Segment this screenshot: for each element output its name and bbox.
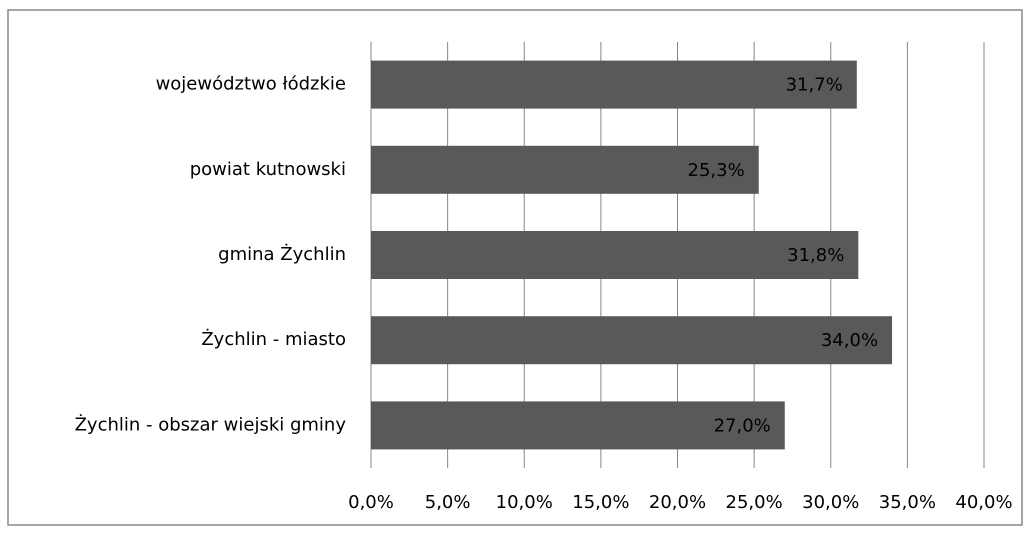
x-tick-label: 15,0% [572,492,629,513]
x-tick-label: 5,0% [425,492,471,513]
x-tick-label: 10,0% [496,492,553,513]
bar [371,231,859,279]
value-label: 25,3% [688,160,745,181]
x-tick-label: 25,0% [726,492,783,513]
x-tick-label: 30,0% [802,492,859,513]
x-tick-label: 0,0% [348,492,394,513]
x-tick-label: 35,0% [879,492,936,513]
x-tick-label: 20,0% [649,492,706,513]
value-label: 31,7% [786,75,843,96]
y-tick-label: województwo łódzkie [156,74,346,95]
y-tick-label: Żychlin - obszar wiejski gminy [75,414,347,435]
y-tick-label: Żychlin - miasto [201,329,346,350]
value-label: 31,8% [787,245,844,266]
bar [371,145,759,194]
bar [371,401,785,450]
x-tick-label: 40,0% [955,492,1012,513]
bar [371,60,857,109]
value-label: 34,0% [821,330,878,351]
bar [371,316,893,365]
y-tick-label: powiat kutnowski [190,159,346,180]
value-label: 27,0% [714,415,771,436]
y-tick-label: gmina Żychlin [218,244,346,265]
